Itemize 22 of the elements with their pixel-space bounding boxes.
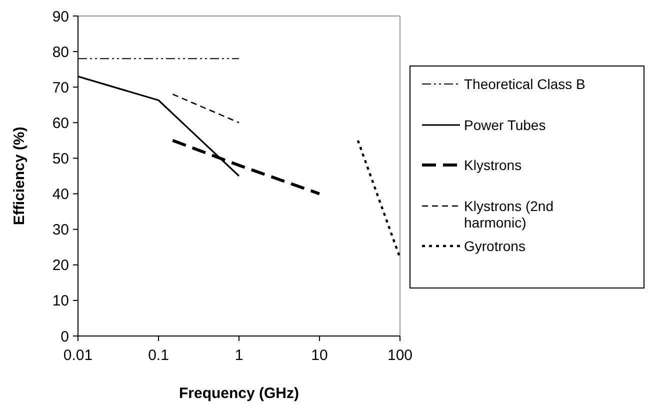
legend-label: Klystrons (464, 156, 522, 173)
x-tick-label: 0.1 (148, 347, 169, 364)
y-tick-label: 90 (52, 8, 69, 26)
y-tick-label: 80 (52, 44, 69, 61)
y-tick-label: 70 (52, 79, 69, 96)
x-axis-title: Frequency (GHz) (178, 385, 300, 402)
legend-label: Gyrotrons (464, 238, 526, 254)
legend-label: Theoretical Class B (464, 76, 586, 92)
y-tick-label: 40 (52, 186, 69, 204)
y-tick-label: 30 (52, 222, 69, 239)
y-tick-label: 10 (52, 292, 69, 310)
y-tick-label: 0 (60, 328, 69, 346)
x-tick-label: 100 (387, 347, 413, 364)
x-tick-label: 10 (311, 347, 328, 364)
legend-label: Klystrons (2nd harmonic) (464, 198, 554, 231)
x-tick-label: 1 (234, 347, 244, 364)
y-axis-title: Efficiency (%) (11, 126, 28, 226)
y-tick-label: 60 (52, 114, 69, 132)
x-tick-label: 0.01 (63, 347, 93, 364)
y-tick-label: 50 (52, 150, 69, 168)
y-tick-label: 20 (52, 257, 69, 274)
legend-label: Power Tubes (464, 116, 546, 133)
